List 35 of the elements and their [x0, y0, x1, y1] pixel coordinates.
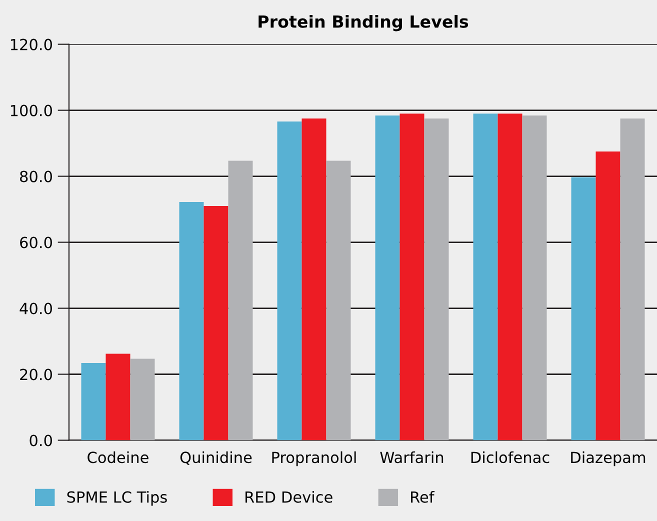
x-tick-label: Warfarin: [380, 451, 444, 464]
bar: [596, 152, 620, 440]
bar: [522, 116, 547, 440]
bar: [498, 114, 522, 440]
bar: [302, 118, 326, 440]
bar: [400, 114, 424, 440]
legend-label: RED Device: [246, 491, 332, 503]
x-tick-label: Quinidine: [180, 451, 252, 465]
bar: [277, 121, 302, 440]
bar: [424, 118, 449, 440]
x-tick-label: Propranolol: [272, 451, 356, 466]
y-tick-label: 80.0: [20, 170, 52, 182]
bar: [473, 114, 498, 440]
legend-label: SPME LC Tips: [67, 491, 167, 506]
y-tick-label: 40.0: [20, 302, 52, 314]
y-tick-label: 0.0: [30, 434, 52, 446]
chart-title: Protein Binding Levels: [258, 14, 468, 32]
bar: [204, 206, 228, 440]
y-tick-label: 100.0: [10, 104, 52, 116]
bar: [326, 160, 351, 440]
bar: [228, 160, 253, 440]
bar: [106, 354, 130, 440]
bar: [179, 202, 204, 440]
bar: [130, 358, 155, 440]
y-tick-label: 60.0: [20, 236, 52, 248]
y-tick-label: 120.0: [10, 38, 52, 50]
bar: [620, 118, 645, 440]
legend-label: Ref: [411, 491, 435, 503]
bar: [571, 177, 596, 440]
bar: [81, 363, 106, 440]
x-tick-label: Diclofenac: [471, 451, 550, 464]
bar: [375, 116, 400, 440]
x-tick-label: Codeine: [88, 451, 148, 464]
y-tick-label: 20.0: [20, 368, 52, 380]
x-tick-label: Diazepam: [571, 451, 646, 466]
